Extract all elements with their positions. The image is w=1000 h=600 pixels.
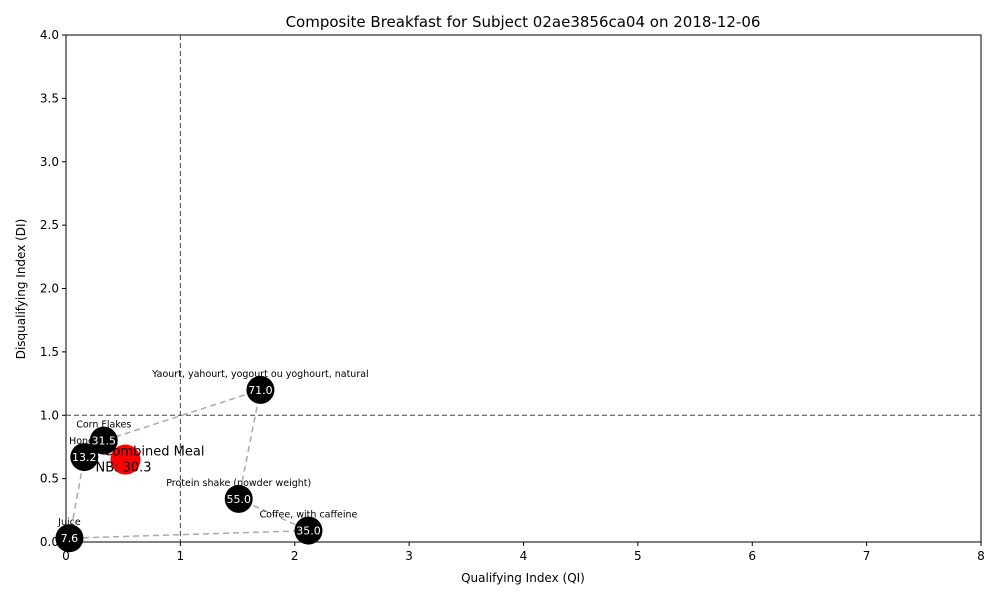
combined-meal-nb: NB: 30.3 [95, 461, 151, 476]
y-tick-label: 4.0 [40, 28, 59, 42]
y-tick-label: 3.5 [40, 91, 59, 105]
x-tick-label: 1 [177, 549, 185, 563]
y-tick-label: 1.5 [40, 345, 59, 359]
point-value-label: 71.0 [248, 384, 273, 397]
y-tick-label: 1.0 [40, 408, 59, 422]
point-name-label: Yaourt, yahourt, yogourt ou yoghourt, na… [151, 369, 369, 380]
food-point [89, 426, 118, 455]
y-tick-label: 2.5 [40, 218, 59, 232]
point-value-label: 35.0 [296, 525, 321, 538]
combined-meal-point [110, 444, 141, 475]
plot-frame [65, 34, 982, 543]
x-tick-label: 6 [748, 549, 756, 563]
point-value-label: 13.2 [72, 451, 97, 464]
point-value-label: 55.0 [226, 493, 251, 506]
point-name-label: Coffee, with caffeine [260, 510, 358, 521]
x-axis-label: Qualifying Index (QI) [461, 571, 585, 585]
point-value-label: 31.5 [91, 435, 116, 448]
point-name-label: Corn Flakes [76, 420, 131, 431]
x-tick-label: 4 [520, 549, 528, 563]
y-tick-label: 0.0 [40, 535, 59, 549]
y-tick-label: 3.0 [40, 155, 59, 169]
x-tick-label: 2 [291, 549, 299, 563]
plot-area: 0 1 2 3 4 5 6 7 8 0.0 0.5 1.0 1.5 2.0 2.5 3.0 3.5 4.0 Juic… [40, 28, 985, 563]
food-point [224, 484, 253, 513]
point-name-label: Protein shake (powder weight) [166, 478, 311, 489]
chart-title: Composite Breakfast for Subject 02ae3856… [286, 13, 761, 31]
food-point [294, 516, 323, 545]
y-tick-label: 2.0 [40, 282, 59, 296]
food-point [70, 443, 99, 472]
food-point [246, 375, 275, 404]
x-tick-label: 5 [634, 549, 642, 563]
point-name-label: Honey [69, 436, 100, 447]
y-tick-label: 0.5 [40, 472, 59, 486]
x-tick-label: 0 [62, 549, 70, 563]
x-tick-label: 8 [977, 549, 985, 563]
x-tick-label: 3 [405, 549, 413, 563]
y-axis-label: Disqualifying Index (DI) [14, 219, 28, 360]
point-name-label: Juice [57, 517, 81, 528]
x-tick-label: 7 [863, 549, 871, 563]
combined-meal-label: Combined Meal [103, 445, 204, 460]
point-value-label: 7.6 [61, 532, 79, 545]
food-point [55, 524, 84, 553]
